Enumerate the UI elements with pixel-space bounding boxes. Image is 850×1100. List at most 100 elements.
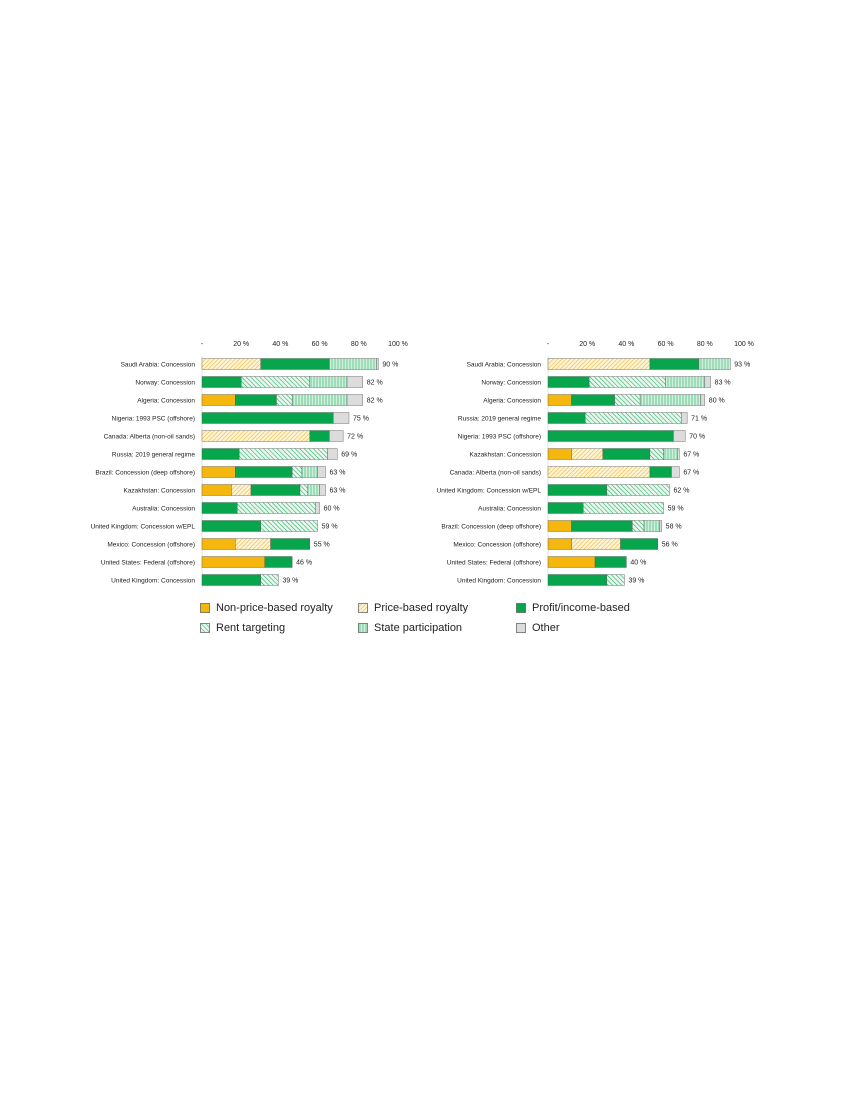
total-label: 69 % <box>341 452 357 459</box>
total-label: 90 % <box>382 362 398 369</box>
total-label: 39 % <box>628 578 644 585</box>
category-label: Brazil: Concession (deep offshore) <box>95 470 195 477</box>
chart-right: - 20 % 40 % 60 % 80 % 100 % Saudi Arabia: Conc… <box>437 341 754 588</box>
bar-segment-price-royalty <box>571 448 604 460</box>
bar-segment-non-price-royalty <box>201 394 236 406</box>
category-label: United Kingdom: Concession w/EPL <box>91 524 196 531</box>
bar-segment-profit <box>260 358 330 370</box>
legend-item-other: Other <box>516 622 674 634</box>
total-label: 67 % <box>683 470 699 477</box>
category-label: United Kingdom: Concession <box>111 578 195 585</box>
bar-segment-profit <box>235 394 277 406</box>
category-label: Canada: Alberta (non-oil sands) <box>104 434 195 441</box>
bar-segment-state <box>309 376 348 388</box>
legend-label-profit: Profit/income-based <box>532 602 630 614</box>
bar-segment-rent <box>276 394 293 406</box>
total-label: 58 % <box>666 524 682 531</box>
category-label: Algeria: Concession <box>483 398 541 405</box>
total-label: 93 % <box>734 362 750 369</box>
bar-segment-price-royalty <box>571 538 621 550</box>
bar-segment-state <box>301 466 318 478</box>
bar-segment-state <box>307 484 320 496</box>
bar-segment-profit <box>201 520 261 532</box>
bar-segment-other <box>333 412 350 424</box>
total-label: 82 % <box>367 380 383 387</box>
legend-item-state: State participation <box>358 622 516 634</box>
bar-segment-profit <box>309 430 330 442</box>
bar-segment-other <box>681 412 688 424</box>
category-label: Russia: 2019 general regime <box>458 416 541 423</box>
legend-label-price-royalty: Price-based royalty <box>374 602 469 614</box>
tick-label: 80 % <box>697 341 713 348</box>
bar-segment-other <box>704 376 711 388</box>
category-label: United States: Federal (offshore) <box>101 560 195 567</box>
legend-item-non-price-royalty: Non-price-based royalty <box>200 602 358 614</box>
total-label: 59 % <box>668 506 684 513</box>
category-label: United Kingdom: Concession <box>457 578 541 585</box>
chart-left: - 20 % 40 % 60 % 80 % 100 % Saudi Arabia: Conc… <box>91 341 408 588</box>
bar-segment-other <box>315 502 320 514</box>
total-label: 82 % <box>367 398 383 405</box>
bar-segment-state <box>663 448 678 460</box>
legend-swatch-profit <box>516 603 526 613</box>
total-label: 60 % <box>324 506 340 513</box>
category-label: Algeria: Concession <box>137 398 195 405</box>
category-label: Norway: Concession <box>481 380 541 387</box>
bar-segment-state <box>698 358 731 370</box>
bar-segment-price-royalty <box>201 358 261 370</box>
bar-segment-state <box>639 394 702 406</box>
category-label: United States: Federal (offshore) <box>447 560 541 567</box>
total-label: 80 % <box>709 398 725 405</box>
bar-segment-rent <box>260 574 279 586</box>
legend-swatch-state <box>358 623 368 633</box>
legend-item-profit: Profit/income-based <box>516 602 674 614</box>
bar-segment-non-price-royalty <box>547 538 572 550</box>
bar-segment-rent <box>239 448 328 460</box>
total-label: 46 % <box>296 560 312 567</box>
bar-segment-price-royalty <box>231 484 252 496</box>
legend-label-other: Other <box>532 622 560 634</box>
bar-segment-state <box>643 520 660 532</box>
bar-segment-non-price-royalty <box>547 520 572 532</box>
bar-segment-rent <box>291 466 303 478</box>
bar-segment-other <box>346 394 363 406</box>
bar-segment-profit <box>250 484 301 496</box>
legend-item-price-royalty: Price-based royalty <box>358 602 516 614</box>
legend-item-rent: Rent targeting <box>200 622 358 634</box>
legend: Non-price-based royalty Price-based roya… <box>200 598 760 638</box>
tick-label: 60 % <box>312 341 328 348</box>
bar-segment-rent <box>649 448 664 460</box>
bar-segment-rent <box>237 502 316 514</box>
tick-label: - <box>547 341 550 348</box>
legend-swatch-non-price-royalty <box>200 603 210 613</box>
bar-segment-rent <box>585 412 682 424</box>
bar-segment-profit <box>201 412 334 424</box>
bar-segment-state <box>665 376 705 388</box>
total-label: 71 % <box>691 416 707 423</box>
bar-segment-rent <box>606 574 625 586</box>
legend-row-1: Non-price-based royalty Price-based roya… <box>200 598 760 618</box>
bar-segment-price-royalty <box>547 466 651 478</box>
category-label: Brazil: Concession (deep offshore) <box>441 524 541 531</box>
bar-segment-profit <box>571 394 615 406</box>
total-label: 63 % <box>329 470 345 477</box>
bar-segment-other <box>327 448 338 460</box>
legend-label-rent: Rent targeting <box>216 622 286 634</box>
category-label: Mexico: Concession (offshore) <box>453 542 541 549</box>
category-label: Canada: Alberta (non-oil sands) <box>450 470 541 477</box>
bar-segment-non-price-royalty <box>547 556 596 568</box>
bar-segment-profit <box>201 376 242 388</box>
bar-segment-other <box>317 466 326 478</box>
bar-segment-profit <box>649 466 672 478</box>
category-label: Saudi Arabia: Concession <box>121 362 196 369</box>
bar-segment-profit <box>571 520 633 532</box>
bar-segment-profit <box>594 556 627 568</box>
bar-segment-profit <box>547 502 584 514</box>
total-label: 62 % <box>674 488 690 495</box>
bar-segment-state <box>329 358 377 370</box>
total-label: 40 % <box>630 560 646 567</box>
category-label: Nigeria: 1993 PSC (offshore) <box>112 416 195 423</box>
bar-segment-rent <box>632 520 645 532</box>
bar-segment-profit <box>270 538 311 550</box>
